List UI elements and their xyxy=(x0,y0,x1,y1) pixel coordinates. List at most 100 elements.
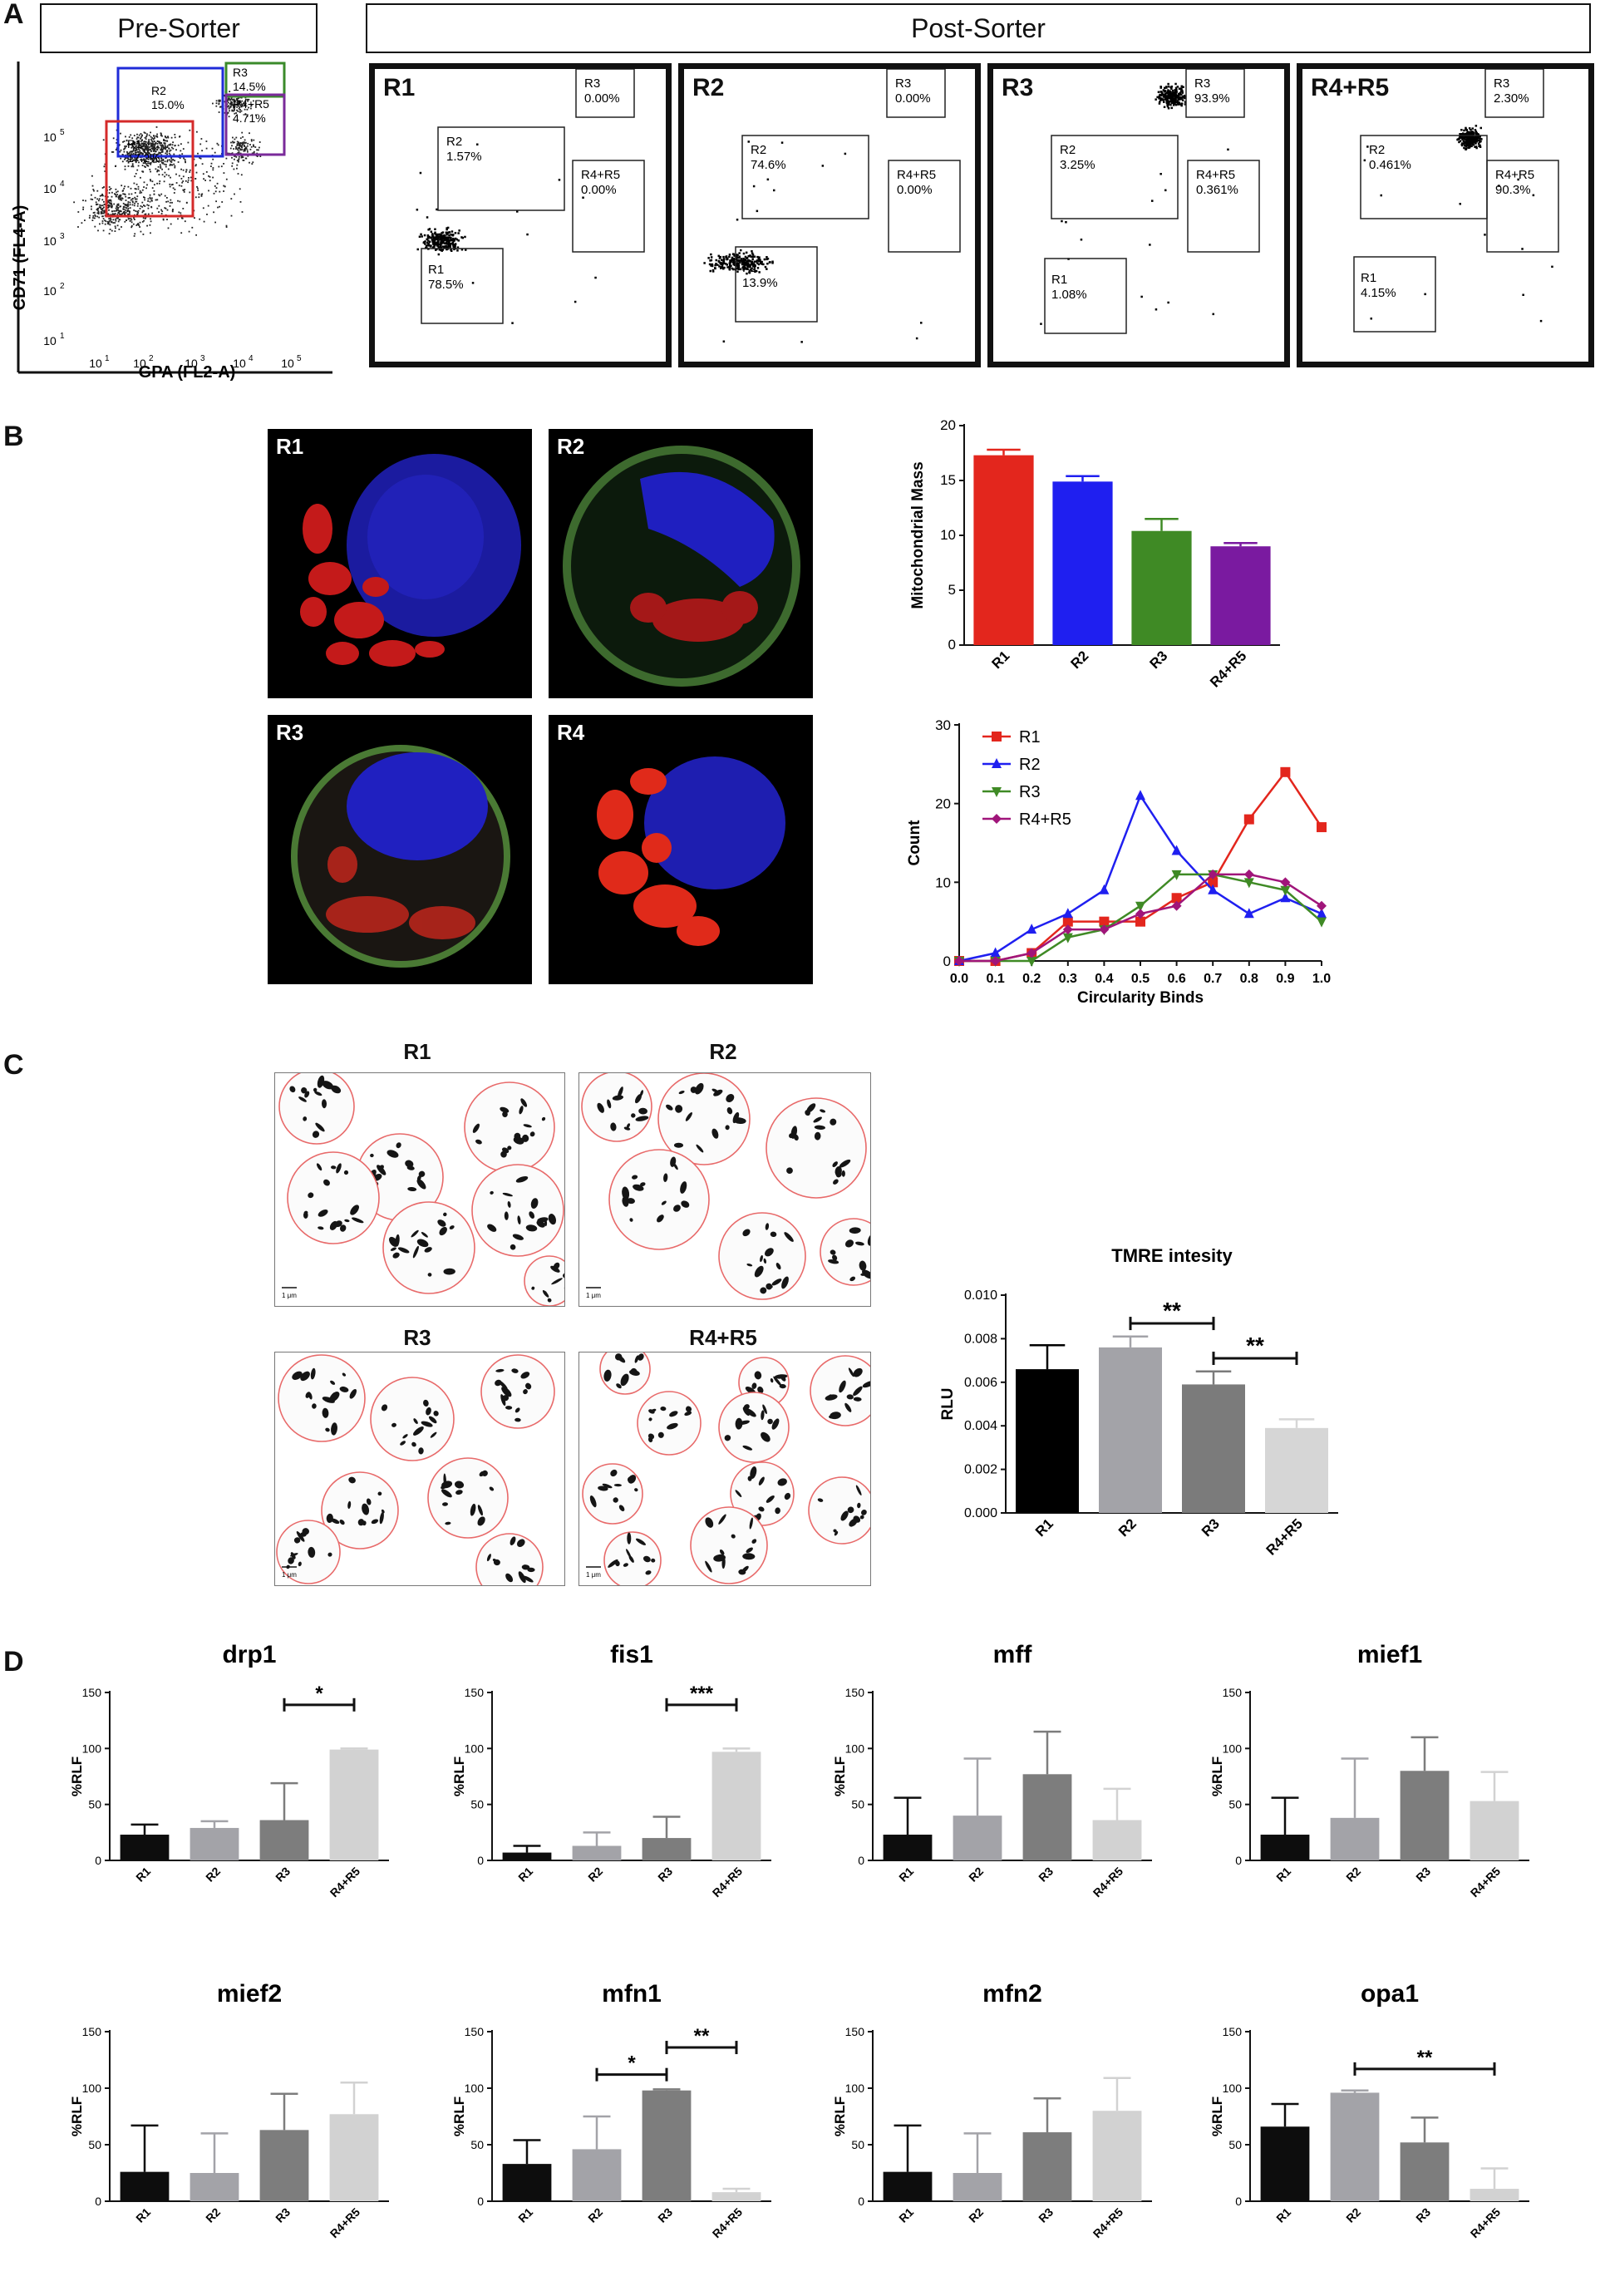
scatter-dot xyxy=(526,233,529,236)
y-tick-label: 0 xyxy=(948,637,956,653)
scatter-dot xyxy=(160,149,163,151)
scatter-dot xyxy=(594,276,597,279)
scatter-dot xyxy=(143,219,145,222)
panel-letter-b: B xyxy=(3,421,24,452)
gate-name: R4+R5 xyxy=(1495,168,1534,182)
scatter-dot xyxy=(121,190,124,192)
y-tick-label: 10 xyxy=(43,284,57,298)
mitochondrion xyxy=(348,1476,356,1484)
pre-x-axis-label: GPA (FL2-A) xyxy=(139,363,236,382)
scatter-dot xyxy=(238,143,240,145)
scatter-dot xyxy=(1475,145,1478,148)
scatter-dot xyxy=(582,196,584,199)
y-tick-label: 0 xyxy=(477,1854,484,1867)
scatter-dot xyxy=(1169,98,1172,101)
cell-outline xyxy=(471,1164,564,1257)
scatter-dot xyxy=(1464,138,1466,140)
scatter-dot xyxy=(1159,93,1161,96)
scatter-dot xyxy=(126,152,129,155)
scatter-dot xyxy=(1465,128,1467,131)
scatter-dot xyxy=(160,165,162,168)
scatter-dot xyxy=(91,199,94,200)
mitochondrion xyxy=(597,1102,604,1113)
scatter-dot xyxy=(120,210,122,213)
scatter-dot xyxy=(129,201,131,204)
scatter-dot xyxy=(182,208,185,209)
scatter-dot xyxy=(174,189,176,190)
micrograph-label: R3 xyxy=(276,720,304,745)
scatter-dot xyxy=(108,192,111,194)
scatter-dot xyxy=(235,156,238,158)
scatter-dot xyxy=(238,97,240,99)
scatter-dot xyxy=(82,209,84,210)
scatter-dot xyxy=(150,197,151,200)
scatter-dot xyxy=(1366,145,1369,148)
scatter-dot xyxy=(722,259,726,262)
scatter-dot xyxy=(163,180,165,183)
scatter-dot xyxy=(159,140,160,143)
scatter-dot xyxy=(136,210,138,213)
scatter-dot xyxy=(127,204,130,207)
scatter-dot xyxy=(135,200,137,203)
data-point xyxy=(1062,924,1073,935)
y-tick-label: 0.004 xyxy=(964,1419,997,1433)
scatter-dot xyxy=(127,201,130,203)
y-tick-label: 100 xyxy=(845,2082,865,2095)
scatter-dot xyxy=(145,135,148,137)
scatter-dot xyxy=(137,150,139,153)
post-sorter-title: R3 xyxy=(1002,74,1034,101)
scatter-dot xyxy=(780,141,784,144)
scatter-dot xyxy=(232,136,234,139)
y-tick-label: 10 xyxy=(43,334,57,347)
scatter-dot xyxy=(228,105,230,107)
gate-percentage: 17.2% xyxy=(127,151,160,165)
scatter-dot xyxy=(148,204,150,207)
mitochondrion xyxy=(426,1407,431,1416)
mitochondrion xyxy=(681,1200,690,1208)
scatter-dot xyxy=(1475,140,1479,143)
scatter-dot xyxy=(135,183,138,185)
mitochondrion xyxy=(814,1125,825,1130)
scatter-dot xyxy=(449,245,451,249)
scatter-dot xyxy=(108,221,110,224)
scatter-dot xyxy=(158,174,160,175)
scatter-dot xyxy=(170,163,171,165)
mitochondrion xyxy=(441,1489,452,1498)
scatter-dot xyxy=(757,259,760,263)
scatter-dot xyxy=(220,165,223,168)
scatter-dot xyxy=(1165,95,1168,97)
scatter-dot xyxy=(1463,142,1465,145)
scatter-dot xyxy=(745,263,748,265)
scatter-dot xyxy=(731,258,734,261)
scatter-dot xyxy=(158,182,160,185)
scatter-dot xyxy=(82,206,85,209)
mitochondrion xyxy=(327,1552,332,1557)
scatter-dot xyxy=(718,265,721,268)
scatter-dot xyxy=(729,266,731,269)
scatter-dot xyxy=(146,204,149,206)
scatter-dot xyxy=(161,149,164,151)
mitochondrion xyxy=(635,1094,642,1104)
scatter-dot xyxy=(430,230,433,233)
scatter-dot xyxy=(725,263,727,265)
scatter-dot xyxy=(172,141,174,144)
scatter-dot xyxy=(233,98,235,101)
scatter-dot xyxy=(258,141,261,143)
data-point xyxy=(954,956,964,966)
scatter-dot xyxy=(156,154,159,155)
cell-outline xyxy=(321,1471,399,1550)
mitochondrion xyxy=(830,1118,837,1126)
gate-box xyxy=(1185,69,1245,118)
scatter-dot xyxy=(161,150,164,153)
scatter-dot xyxy=(117,204,120,206)
scatter-dot xyxy=(139,190,141,192)
scatter-dot xyxy=(1174,96,1176,98)
scatter-dot xyxy=(151,158,154,160)
scatter-dot xyxy=(707,257,710,259)
data-point xyxy=(1027,924,1037,934)
scatter-dot xyxy=(728,255,731,259)
y-tick-label: 150 xyxy=(82,2025,102,2038)
scatter-dot xyxy=(149,196,151,199)
y-axis-label: %RLF xyxy=(451,1756,467,1796)
scatter-dot xyxy=(426,241,429,244)
